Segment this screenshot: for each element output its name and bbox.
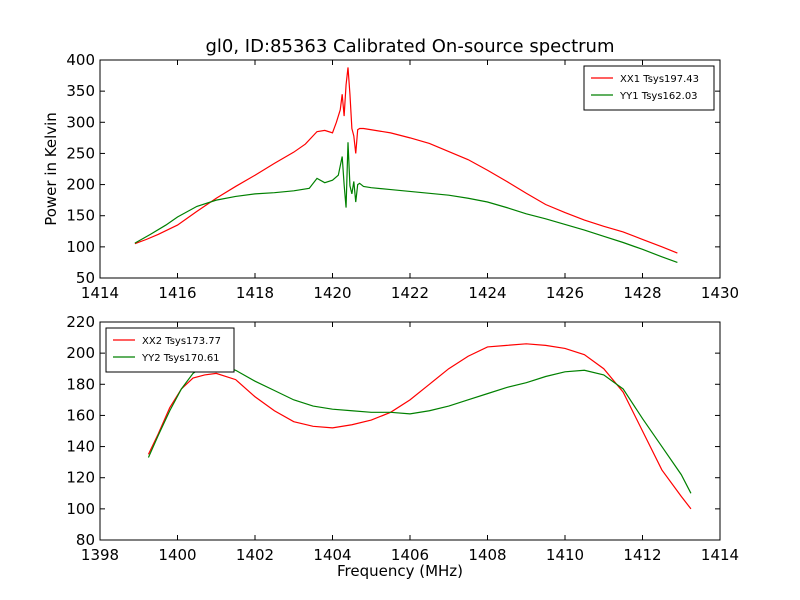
y-axis-label: Power in Kelvin xyxy=(42,112,60,226)
series-line-xx-panel-1 xyxy=(134,67,678,254)
y-tick-label: 220 xyxy=(66,313,95,331)
x-tick-label: 1404 xyxy=(313,546,351,564)
top-panel: 1414 1416 1418 1420 1422 1424 1426 1428 1430 50 10… xyxy=(42,51,739,302)
x-tick-label: 1416 xyxy=(158,284,196,302)
y-tick-label: 350 xyxy=(66,82,95,100)
x-tick-label: 1414 xyxy=(81,284,119,302)
y-tick-label: 100 xyxy=(66,500,95,518)
x-tick-label: 1412 xyxy=(623,546,661,564)
y-tick-label: 120 xyxy=(66,469,95,487)
legend-box xyxy=(583,65,715,111)
y-tick-label: 400 xyxy=(66,51,95,69)
x-tick-label: 1430 xyxy=(701,284,739,302)
legend-label: XX1 Tsys197.43 xyxy=(620,74,699,85)
legend-label: XX2 Tsys173.77 xyxy=(142,336,221,347)
legend: XX1 Tsys197.43 YY1 Tsys162.03 xyxy=(583,65,715,111)
y-tick-label: 200 xyxy=(66,176,95,194)
series-line-yy-panel-1 xyxy=(134,142,678,263)
x-tick-label: 1422 xyxy=(391,284,429,302)
legend-box xyxy=(105,327,235,373)
y-tick-label: 100 xyxy=(66,238,95,256)
series-line-xx-panel-2 xyxy=(147,343,692,510)
bottom-panel: 1398 1400 1402 1404 1406 1408 1410 1412 1414 80 10… xyxy=(66,313,739,580)
y-tick-label: 80 xyxy=(76,531,95,549)
y-tick-label: 250 xyxy=(66,144,95,162)
legend-label: YY2 Tsys170.61 xyxy=(141,353,220,364)
x-tick-label: 1402 xyxy=(236,546,274,564)
x-tick-label: 1400 xyxy=(158,546,196,564)
x-tick-label: 1424 xyxy=(468,284,506,302)
y-tick-label: 300 xyxy=(66,113,95,131)
y-tick-label: 150 xyxy=(66,207,95,225)
x-tick-label: 1406 xyxy=(391,546,429,564)
legend: XX2 Tsys173.77 YY2 Tsys170.61 xyxy=(105,327,235,373)
x-tick-label: 1420 xyxy=(313,284,351,302)
y-tick-label: 140 xyxy=(66,438,95,456)
y-tick-label: 180 xyxy=(66,375,95,393)
y-tick-label: 200 xyxy=(66,344,95,362)
x-tick-label: 1410 xyxy=(546,546,584,564)
x-tick-label: 1426 xyxy=(546,284,584,302)
legend-label: YY1 Tsys162.03 xyxy=(619,91,698,102)
x-tick-label: 1414 xyxy=(701,546,739,564)
y-tick-label: 160 xyxy=(66,406,95,424)
x-axis-label: Frequency (MHz) xyxy=(337,562,463,580)
x-tick-label: 1428 xyxy=(623,284,661,302)
x-tick-label: 1398 xyxy=(81,546,119,564)
y-tick-label: 50 xyxy=(76,269,95,287)
chart-title: gl0, ID:85363 Calibrated On-source spect… xyxy=(205,36,614,57)
x-tick-label: 1418 xyxy=(236,284,274,302)
x-tick-label: 1408 xyxy=(468,546,506,564)
